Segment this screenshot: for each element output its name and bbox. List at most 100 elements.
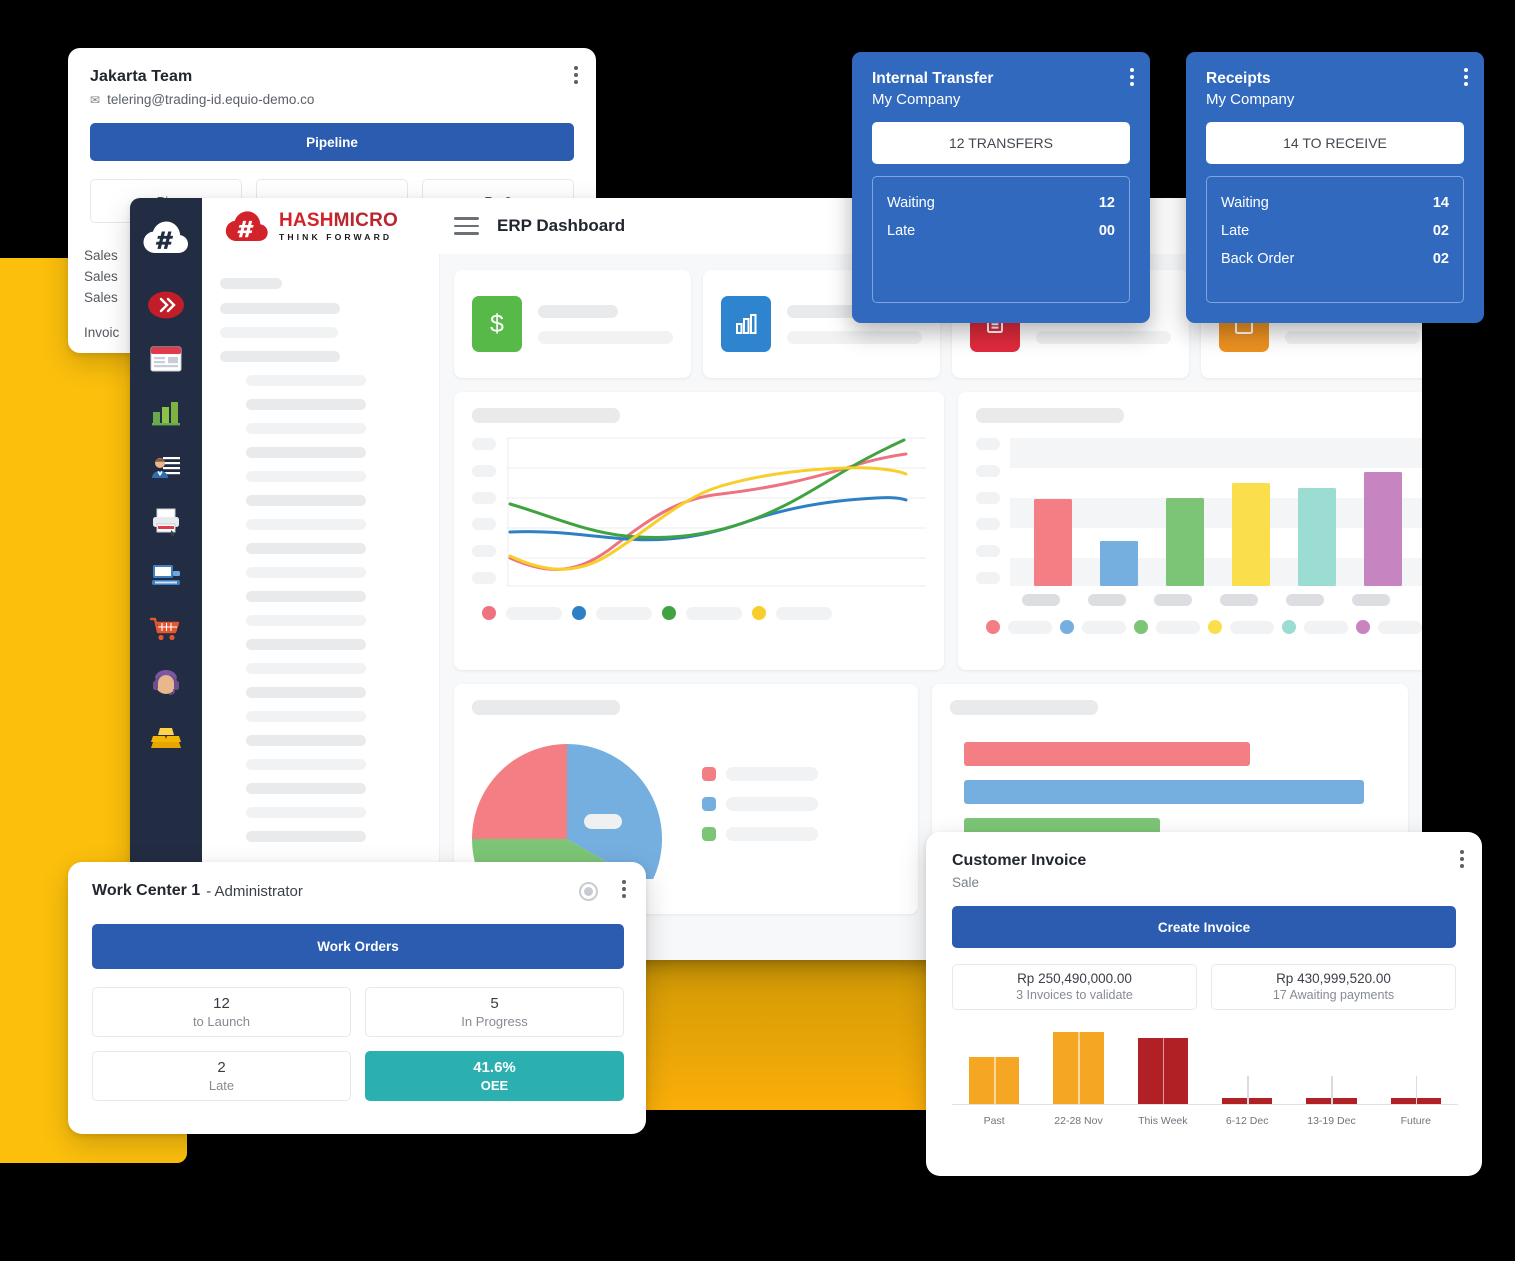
status-circle-icon[interactable] xyxy=(579,882,598,901)
gold-bars-icon[interactable] xyxy=(145,716,187,758)
skeleton-line xyxy=(246,783,366,794)
svg-text:$: $ xyxy=(490,310,504,338)
skeleton-line xyxy=(246,447,366,458)
skeleton-line xyxy=(246,759,366,770)
invoice-due-bar-chart: Past 22-28 Nov This Week 6-12 Dec 13-19 … xyxy=(952,1022,1458,1127)
amount-to-validate[interactable]: Rp 250,490,000.00 3 Invoices to validate xyxy=(952,964,1197,1010)
work-center-subtitle: - Administrator xyxy=(206,882,303,900)
jakarta-row-0: Sales xyxy=(84,248,118,263)
line-chart-svg xyxy=(506,437,926,587)
work-center-kebab-menu-icon[interactable] xyxy=(622,880,626,898)
skeleton-line xyxy=(246,615,366,626)
bar-future xyxy=(1390,1076,1442,1104)
tile-in-progress[interactable]: 5 In Progress xyxy=(365,987,624,1037)
erp-content: $ xyxy=(440,254,1422,960)
user-profile-icon[interactable] xyxy=(145,446,187,488)
hamburger-icon[interactable] xyxy=(454,217,479,235)
receipts-row-waiting: Waiting 14 xyxy=(1221,189,1449,217)
tile-to-launch[interactable]: 12 to Launch xyxy=(92,987,351,1037)
chevron-double-right-icon[interactable] xyxy=(145,284,187,326)
tile-label: In Progress xyxy=(461,1013,528,1029)
receipts-card: Receipts My Company 14 TO RECEIVE Waitin… xyxy=(1186,52,1484,323)
skeleton-line xyxy=(246,687,366,698)
skeleton-line xyxy=(246,375,366,386)
line-chart-plot xyxy=(472,436,926,588)
tile-label: to Launch xyxy=(192,1013,251,1029)
tile-oee[interactable]: 41.6% OEE xyxy=(365,1051,624,1101)
jakarta-row-1: Sales xyxy=(84,269,118,284)
skeleton-line xyxy=(246,495,366,506)
bar-label-future: Future xyxy=(1400,1115,1431,1127)
bar-chart-svg xyxy=(1010,438,1422,586)
kpi-card-revenue[interactable]: $ xyxy=(454,270,691,378)
customer-invoice-title: Customer Invoice xyxy=(952,852,1087,869)
bar-chart-icon[interactable] xyxy=(145,392,187,434)
legend-label-2 xyxy=(1156,620,1200,634)
customer-invoice-header: Customer Invoice Sale xyxy=(926,832,1482,890)
row-value: 02 xyxy=(1432,251,1449,267)
envelope-icon: ✉ xyxy=(90,92,101,107)
receipts-kebab-menu-icon[interactable] xyxy=(1464,68,1468,86)
row-label: Back Order xyxy=(1221,251,1295,267)
erp-icon-rail xyxy=(130,198,202,960)
skeleton-line xyxy=(246,591,366,602)
bar-6-12-dec xyxy=(1221,1076,1273,1104)
amount-value: Rp 430,999,520.00 xyxy=(1276,971,1391,986)
internal-transfer-count-button[interactable]: 12 TRANSFERS xyxy=(872,122,1130,164)
work-orders-button[interactable]: Work Orders xyxy=(92,924,624,969)
skeleton-line xyxy=(220,278,282,289)
printer-icon[interactable] xyxy=(145,500,187,542)
desktop-computer-icon[interactable] xyxy=(145,554,187,596)
pie-chart-svg xyxy=(472,744,662,879)
y-axis-ticks xyxy=(472,436,496,586)
tile-late[interactable]: 2 Late xyxy=(92,1051,351,1101)
skeleton-line xyxy=(220,327,338,338)
jakarta-title: Jakarta Team xyxy=(90,68,193,85)
bar-chart-legend xyxy=(976,620,1422,634)
receipts-row-late: Late 02 xyxy=(1221,217,1449,245)
hashmicro-cloud-icon xyxy=(225,211,268,242)
internal-transfer-row-late: Late 00 xyxy=(887,217,1115,245)
amount-awaiting-payment[interactable]: Rp 430,999,520.00 17 Awaiting payments xyxy=(1211,964,1456,1010)
brand-micro: MICRO xyxy=(333,209,398,231)
skeleton-line xyxy=(246,543,366,554)
amount-caption: 3 Invoices to validate xyxy=(1016,988,1133,1002)
legend-label-3 xyxy=(1230,620,1274,634)
legend-swatch-2 xyxy=(662,606,676,620)
jakarta-header: Jakarta Team ✉ telering@trading-id.equio… xyxy=(68,48,596,107)
legend-label-0 xyxy=(1008,620,1052,634)
internal-transfer-subtitle: My Company xyxy=(872,91,961,108)
pie-chart-legend xyxy=(702,767,818,841)
work-center-card: Work Center 1 - Administrator Work Order… xyxy=(68,862,646,1134)
tile-value: 12 xyxy=(213,994,230,1012)
internal-transfer-title: Internal Transfer xyxy=(872,70,994,87)
create-invoice-button[interactable]: Create Invoice xyxy=(952,906,1456,948)
work-center-header: Work Center 1 - Administrator xyxy=(68,862,646,901)
jakarta-kebab-menu-icon[interactable] xyxy=(574,66,578,84)
skeleton-line xyxy=(246,471,366,482)
pie-chart-card xyxy=(454,684,918,914)
shopping-cart-icon[interactable] xyxy=(145,608,187,650)
bar-chart-icon xyxy=(721,296,771,352)
pipeline-button[interactable]: Pipeline xyxy=(90,123,574,161)
work-center-tiles: 12 to Launch 5 In Progress 2 Late 41.6% … xyxy=(92,987,624,1101)
page-title: ERP Dashboard xyxy=(497,216,626,235)
amount-caption: 17 Awaiting payments xyxy=(1272,988,1395,1002)
legend-label-0 xyxy=(506,606,562,620)
skeleton-line xyxy=(246,807,366,818)
tile-label: Late xyxy=(208,1077,235,1093)
customer-invoice-kebab-menu-icon[interactable] xyxy=(1460,850,1464,868)
headset-agent-icon[interactable] xyxy=(145,662,187,704)
bar-22-28-nov xyxy=(1053,1032,1104,1104)
row-value: 02 xyxy=(1432,223,1449,239)
bar-this-week xyxy=(1137,1038,1189,1104)
legend-label-1 xyxy=(726,797,818,811)
internal-transfer-card: Internal Transfer My Company 12 TRANSFER… xyxy=(852,52,1150,323)
receipts-count-button[interactable]: 14 TO RECEIVE xyxy=(1206,122,1464,164)
internal-transfer-kebab-menu-icon[interactable] xyxy=(1130,68,1134,86)
erp-dashboard-window: HASHMICRO THINK FORWARD ERP Dashboard xyxy=(130,198,1422,960)
browser-window-icon[interactable] xyxy=(145,338,187,380)
skeleton-line xyxy=(246,831,366,842)
tile-label: OEE xyxy=(480,1077,509,1093)
kpi-card-analytics[interactable] xyxy=(703,270,940,378)
